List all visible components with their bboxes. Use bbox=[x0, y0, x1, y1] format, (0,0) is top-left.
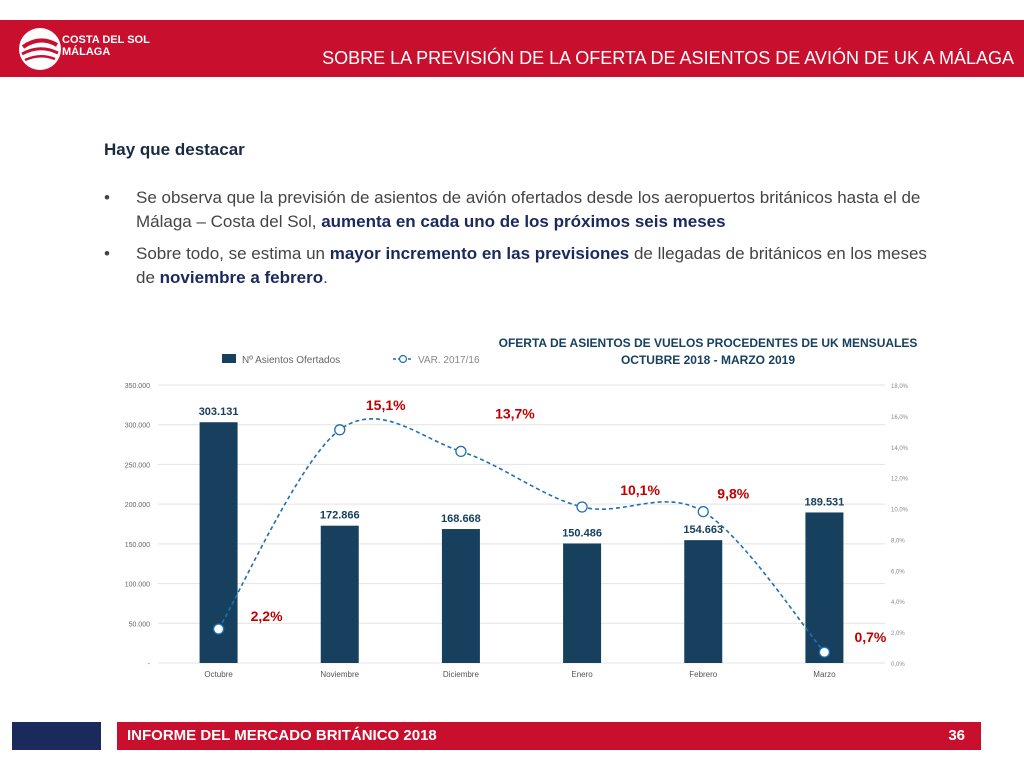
brand-line1: COSTA DEL SOL bbox=[62, 34, 150, 46]
section-title: Hay que destacar bbox=[104, 140, 245, 159]
line-data-label: 15,1% bbox=[366, 397, 406, 413]
y-left-tick-label: 250.000 bbox=[125, 462, 150, 469]
line-data-label: 0,7% bbox=[854, 629, 886, 645]
y-left-tick-label: 50.000 bbox=[129, 621, 151, 628]
bullet-item-2: • Sobre todo, se estima un mayor increme… bbox=[104, 242, 934, 290]
bar bbox=[441, 529, 480, 663]
variation-line bbox=[217, 418, 826, 653]
y-left-tick-label: 150.000 bbox=[125, 542, 150, 549]
x-tick-label: Noviembre bbox=[320, 670, 359, 679]
brand-line2: MÁLAGA bbox=[62, 46, 111, 58]
page-number: 36 bbox=[948, 727, 965, 744]
bar-data-label: 189.531 bbox=[805, 496, 845, 508]
line-point bbox=[334, 424, 346, 436]
legend-line-label: VAR. 2017/16 bbox=[418, 355, 480, 366]
y-right-tick-label: 14,0% bbox=[891, 446, 909, 452]
bullet2-text-b: de llegadas de británicos en los meses d… bbox=[136, 244, 927, 287]
bullet2-highlight-b: noviembre a febrero bbox=[159, 268, 324, 287]
bullet2-text-c: . bbox=[323, 268, 328, 287]
x-tick-label: Febrero bbox=[689, 670, 718, 679]
y-right-tick-label: 12,0% bbox=[891, 477, 909, 483]
y-left-tick-label: 200.000 bbox=[125, 502, 150, 509]
line-point bbox=[576, 501, 588, 513]
y-left-tick-label: 350.000 bbox=[125, 383, 150, 390]
y-left-tick-label: - bbox=[148, 661, 151, 668]
bar-data-label: 168.668 bbox=[441, 513, 481, 525]
bullet1-text: Se observa que la previsión de asientos … bbox=[136, 188, 921, 231]
bullet2-text-a: Sobre todo, se estima un bbox=[136, 244, 330, 263]
costa-del-sol-logo bbox=[19, 28, 61, 70]
line-point bbox=[455, 445, 467, 458]
y-right-tick-label: 16,0% bbox=[891, 415, 909, 421]
bullet-symbol: • bbox=[104, 188, 110, 207]
header-bar: COSTA DEL SOL MÁLAGA SOBRE LA PREVISIÓN … bbox=[0, 20, 1024, 77]
y-left-tick-label: 100.000 bbox=[125, 582, 150, 589]
legend-line-marker bbox=[398, 354, 408, 364]
bar bbox=[563, 543, 602, 663]
y-right-tick-label: 4,0% bbox=[891, 600, 905, 606]
bullet2-highlight-a: mayor incremento en las previsiones bbox=[329, 244, 630, 263]
bar bbox=[805, 512, 844, 663]
line-point bbox=[697, 505, 709, 518]
bar-data-label: 303.131 bbox=[199, 406, 239, 418]
legend-bar-label: Nº Asientos Ofertados bbox=[242, 355, 340, 366]
line-point bbox=[212, 623, 225, 635]
footer-accent bbox=[12, 722, 101, 750]
line-data-label: 13,7% bbox=[495, 405, 535, 421]
bar bbox=[684, 540, 723, 663]
page-title: SOBRE LA PREVISIÓN DE LA OFERTA DE ASIEN… bbox=[322, 48, 1014, 68]
bar-data-label: 172.866 bbox=[320, 510, 360, 522]
seats-chart: OFERTA DE ASIENTOS DE VUELOS PROCEDENTES… bbox=[125, 336, 918, 679]
bullet-list: • Se observa que la previsión de asiento… bbox=[104, 186, 934, 298]
chart-title-line2: OCTUBRE 2018 - MARZO 2019 bbox=[621, 353, 795, 367]
x-tick-label: Diciembre bbox=[443, 670, 480, 679]
x-tick-label: Enero bbox=[571, 670, 593, 679]
line-point bbox=[818, 646, 831, 658]
bullet-item-1: • Se observa que la previsión de asiento… bbox=[104, 186, 934, 234]
bar bbox=[199, 422, 238, 663]
y-right-tick-label: 6,0% bbox=[891, 569, 905, 575]
y-right-tick-label: 0,0% bbox=[891, 662, 905, 668]
brand-name: COSTA DEL SOL MÁLAGA bbox=[62, 34, 150, 58]
bullet1-highlight: aumenta en cada uno de los próximos seis… bbox=[321, 212, 726, 231]
y-right-tick-label: 10,0% bbox=[891, 508, 909, 514]
bullet-symbol: • bbox=[104, 244, 110, 263]
bar bbox=[320, 525, 359, 663]
y-right-tick-label: 2,0% bbox=[891, 631, 905, 637]
x-tick-label: Octubre bbox=[204, 670, 233, 679]
legend-bar-swatch bbox=[222, 354, 236, 363]
x-tick-label: Marzo bbox=[813, 670, 836, 679]
line-data-label: 2,2% bbox=[251, 608, 283, 624]
chart-title-line1: OFERTA DE ASIENTOS DE VUELOS PROCEDENTES… bbox=[499, 336, 918, 350]
footer-title: INFORME DEL MERCADO BRITÁNICO 2018 bbox=[127, 727, 437, 744]
line-data-label: 10,1% bbox=[620, 482, 660, 498]
bar-data-label: 150.486 bbox=[562, 527, 602, 539]
y-left-tick-label: 300.000 bbox=[125, 423, 150, 430]
bar-data-label: 154.663 bbox=[683, 524, 723, 536]
y-right-tick-label: 8,0% bbox=[891, 538, 905, 544]
y-right-tick-label: 18,0% bbox=[891, 384, 909, 390]
line-data-label: 9,8% bbox=[717, 486, 749, 502]
footer-bar: INFORME DEL MERCADO BRITÁNICO 2018 36 bbox=[117, 722, 981, 750]
